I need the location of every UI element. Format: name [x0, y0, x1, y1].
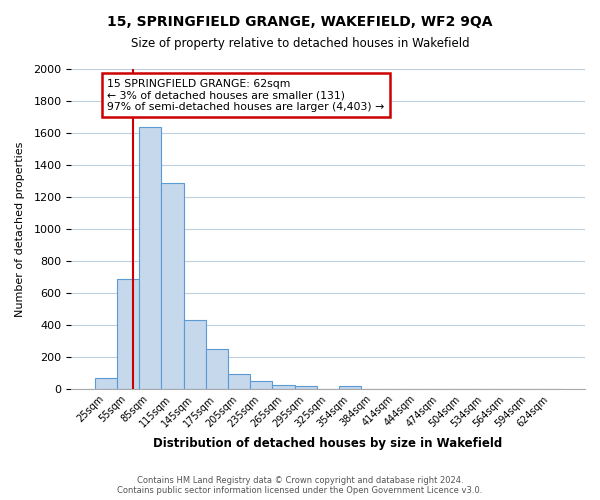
- Bar: [117, 278, 139, 389]
- Bar: [250, 381, 272, 389]
- Bar: [272, 385, 295, 389]
- Text: 15, SPRINGFIELD GRANGE, WAKEFIELD, WF2 9QA: 15, SPRINGFIELD GRANGE, WAKEFIELD, WF2 9…: [107, 15, 493, 29]
- Bar: [139, 128, 161, 389]
- Bar: [95, 378, 117, 389]
- Text: Size of property relative to detached houses in Wakefield: Size of property relative to detached ho…: [131, 38, 469, 51]
- Bar: [295, 386, 317, 389]
- Bar: [161, 184, 184, 389]
- Text: Contains HM Land Registry data © Crown copyright and database right 2024.
Contai: Contains HM Land Registry data © Crown c…: [118, 476, 482, 495]
- Text: 15 SPRINGFIELD GRANGE: 62sqm
← 3% of detached houses are smaller (131)
97% of se: 15 SPRINGFIELD GRANGE: 62sqm ← 3% of det…: [107, 78, 385, 112]
- Bar: [184, 320, 206, 389]
- Y-axis label: Number of detached properties: Number of detached properties: [15, 142, 25, 316]
- Bar: [206, 349, 228, 389]
- Bar: [228, 374, 250, 389]
- X-axis label: Distribution of detached houses by size in Wakefield: Distribution of detached houses by size …: [154, 437, 503, 450]
- Bar: [339, 386, 361, 389]
